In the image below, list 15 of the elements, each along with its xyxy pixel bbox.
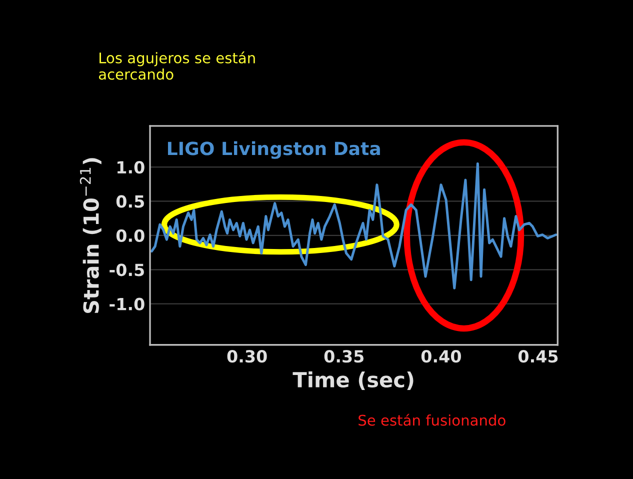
annotation: LIGO Livingston Data xyxy=(168,141,380,159)
y-tick-label: 0.5 xyxy=(116,195,144,208)
text: Se están fusionando xyxy=(358,414,506,426)
x-tick-label: 0.30 xyxy=(227,350,267,363)
x-axis-title: Time (sec) xyxy=(292,371,414,390)
x-tick-label: 0.45 xyxy=(518,350,558,363)
line-series xyxy=(150,162,558,290)
y-tick-label: 1.0 xyxy=(118,160,144,174)
y-tick-label: -1.0 xyxy=(110,298,144,310)
text: Los agujeros se están acercando xyxy=(98,52,255,80)
y-axis-title: Strain (10$^{−21}$) xyxy=(80,158,102,313)
x-tick-label: 0.35 xyxy=(324,350,364,363)
y-tick-label: 0.0 xyxy=(116,229,144,242)
x-tick-label: 0.40 xyxy=(421,350,461,363)
y-tick-label: -0.5 xyxy=(110,264,144,276)
